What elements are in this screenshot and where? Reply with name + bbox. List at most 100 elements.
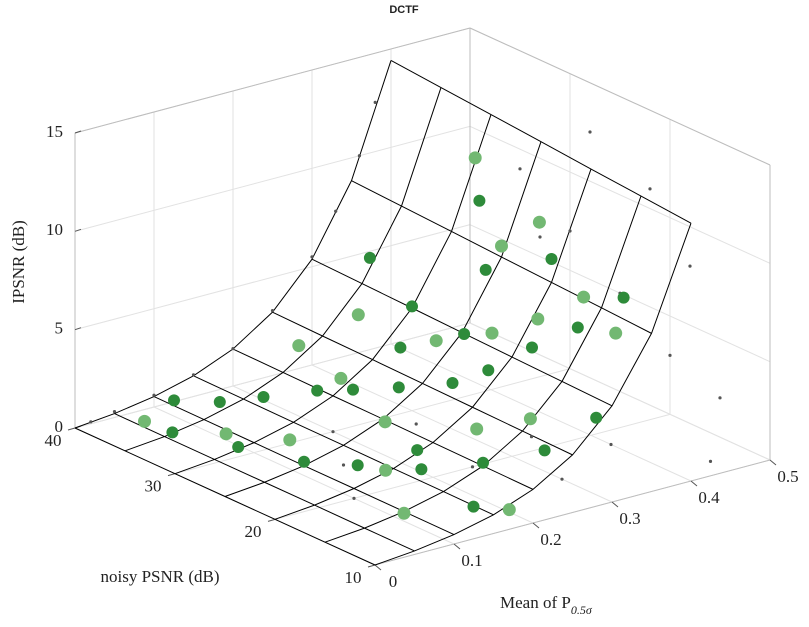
z-axis-label: IPSNR (dB) [9, 220, 28, 304]
data-point [406, 300, 418, 313]
data-point [468, 151, 482, 165]
data-point [213, 396, 226, 409]
x-tick [453, 543, 461, 550]
data-point [166, 426, 179, 439]
y-tick-label: 30 [145, 477, 162, 496]
y-tick [367, 564, 376, 568]
y-tick-label: 40 [45, 431, 62, 450]
data-point [529, 435, 534, 439]
data-point [334, 371, 348, 385]
x-tick [611, 501, 619, 508]
data-point [708, 459, 713, 463]
surface-line [272, 311, 573, 456]
data-point [485, 326, 499, 340]
wall-grid-line [74, 322, 471, 429]
data-point [446, 376, 459, 389]
data-point [311, 384, 324, 397]
data-point [89, 420, 93, 424]
wall-grid-line [74, 224, 471, 331]
data-point [518, 167, 522, 171]
data-point [347, 383, 359, 396]
data-point [379, 463, 393, 477]
surface-line [114, 413, 415, 552]
surface-line [374, 223, 692, 566]
wall-grid-line [469, 125, 771, 264]
z-tick-label: 5 [55, 319, 64, 338]
data-point [373, 100, 377, 104]
data-point [538, 444, 551, 457]
data-point [545, 253, 558, 265]
data-point [429, 334, 443, 348]
floor-grid-line [390, 343, 692, 482]
data-point [334, 209, 338, 213]
y-axis-label: noisy PSNR (dB) [100, 567, 219, 586]
z-tick-label: 0 [55, 417, 64, 436]
floor-grid-line [174, 368, 571, 475]
surface-line [224, 141, 542, 497]
floor-grid-line [232, 385, 534, 524]
surface-line [193, 375, 494, 516]
data-point [270, 309, 275, 313]
data-point [168, 394, 180, 407]
data-point [495, 239, 508, 253]
data-point [571, 321, 584, 334]
data-point [112, 410, 117, 414]
data-point [219, 427, 233, 441]
data-point [590, 411, 603, 424]
data-point [292, 339, 306, 353]
data-point [617, 291, 630, 304]
x-tick-label: 0 [389, 572, 398, 591]
wall-grid-line [74, 125, 471, 232]
data-point [668, 353, 672, 357]
axis-box-edge [374, 459, 771, 566]
data-point [352, 496, 356, 500]
data-point [609, 442, 613, 447]
data-point [257, 391, 270, 403]
axis-box-edge [469, 27, 771, 166]
chart-title: DCTF [389, 4, 419, 16]
y-tick-label: 10 [345, 568, 362, 587]
data-point [482, 364, 495, 377]
data-point [232, 441, 245, 454]
data-point [231, 347, 235, 351]
y-tick [167, 473, 176, 477]
z-tick [74, 327, 82, 331]
data-point [394, 341, 407, 354]
x-tick [690, 480, 698, 487]
data-point [568, 229, 572, 233]
z-tick-label: 15 [46, 122, 63, 141]
surface-line [390, 59, 692, 224]
x-tick-label: 0.1 [461, 551, 482, 570]
data-point [341, 463, 346, 467]
z-tick [74, 228, 82, 232]
data-point [502, 503, 516, 517]
data-point [531, 312, 545, 326]
data-point [411, 444, 424, 457]
z-tick-label: 10 [46, 220, 63, 239]
data-point [351, 459, 364, 472]
y-tick [67, 427, 76, 431]
data-point [688, 264, 692, 268]
x-axis-label: Mean of P0.5σ [500, 593, 593, 617]
x-axis-label-main: Mean of P [500, 593, 571, 612]
data-point [415, 463, 428, 476]
y-tick [267, 518, 276, 522]
surface-line [174, 114, 492, 475]
surface-line [351, 180, 652, 334]
data-point [718, 396, 722, 400]
x-tick-label: 0.3 [619, 509, 640, 528]
data-point [609, 326, 623, 340]
data-point [470, 465, 475, 469]
data-point [526, 341, 538, 354]
data-point [479, 263, 492, 276]
x-axis-label-sub: 0.5σ [571, 603, 593, 617]
data-point [363, 251, 376, 264]
data-point [357, 154, 361, 158]
x-tick-label: 0.5 [777, 467, 798, 486]
data-point [577, 290, 591, 304]
y-tick-label: 20 [245, 522, 262, 541]
data-point [477, 456, 489, 469]
axis-box-edge [74, 27, 471, 134]
data-point [523, 412, 537, 426]
data-point [392, 381, 405, 394]
